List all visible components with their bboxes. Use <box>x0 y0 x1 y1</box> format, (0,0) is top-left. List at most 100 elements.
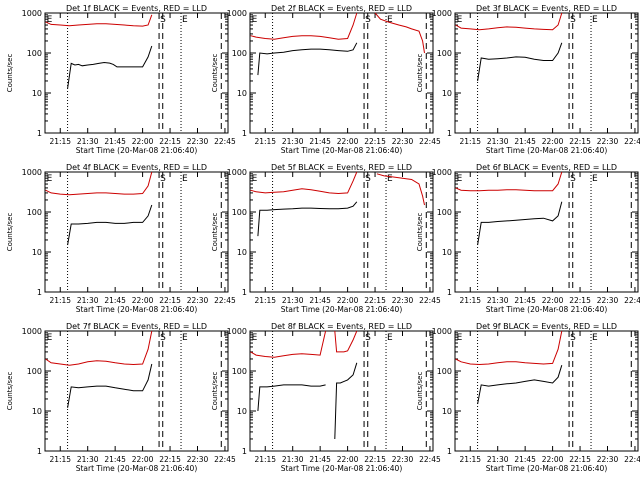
x-axis-label: Start Time (20-Mar-08 21:06:40) <box>281 146 403 155</box>
y-axis-label: Counts/sec <box>211 213 219 252</box>
event-marker-label: E <box>47 333 53 343</box>
x-tick-label: 22:30 <box>187 455 209 464</box>
event-marker-label: E <box>592 15 598 25</box>
panel-title: Det 8f BLACK = Events, RED = LLD <box>271 322 412 331</box>
events-series-line <box>67 363 153 408</box>
x-tick-label: 22:00 <box>337 137 359 146</box>
y-tick-label: 100 <box>232 49 247 58</box>
lld-series-line <box>334 330 358 353</box>
y-axis-label: Counts/sec <box>416 213 424 252</box>
x-tick-label: 21:15 <box>49 137 71 146</box>
y-tick-label: 1000 <box>22 168 42 177</box>
events-series-line <box>257 42 358 76</box>
y-axis-label: Counts/sec <box>211 372 219 411</box>
y-tick-label: 100 <box>232 208 247 217</box>
y-tick-label: 1000 <box>22 9 42 18</box>
x-tick-label: 22:45 <box>624 296 640 305</box>
y-axis-label: Counts/sec <box>6 372 14 411</box>
x-tick-label: 22:30 <box>597 137 619 146</box>
x-tick-label: 21:45 <box>309 455 331 464</box>
x-tick-label: 21:45 <box>104 296 126 305</box>
x-tick-label: 22:00 <box>132 455 154 464</box>
y-tick-label: 10 <box>442 248 452 257</box>
x-axis-label: Start Time (20-Mar-08 21:06:40) <box>281 305 403 314</box>
x-tick-label: 22:30 <box>187 137 209 146</box>
panel-title: Det 4f BLACK = Events, RED = LLD <box>66 163 207 172</box>
x-tick-label: 22:45 <box>214 296 236 305</box>
x-tick-label: 21:15 <box>49 296 71 305</box>
x-tick-label: 21:15 <box>459 137 481 146</box>
y-axis-label: Counts/sec <box>416 372 424 411</box>
x-tick-label: 21:30 <box>487 296 509 305</box>
x-tick-label: 22:00 <box>132 137 154 146</box>
y-tick-label: 100 <box>27 49 42 58</box>
y-tick-label: 10 <box>442 89 452 98</box>
y-axis-label: Counts/sec <box>416 54 424 93</box>
event-marker-label: S <box>365 174 371 184</box>
x-tick-label: 22:45 <box>419 455 441 464</box>
y-tick-label: 1 <box>242 129 247 138</box>
detector-panel: Det 4f BLACK = Events, RED = LLD Counts/s… <box>6 163 236 314</box>
x-tick-label: 21:15 <box>254 455 276 464</box>
plot-frame <box>44 12 229 134</box>
panel-title: Det 5f BLACK = Events, RED = LLD <box>271 163 412 172</box>
event-marker-label: E <box>592 333 598 343</box>
y-tick-label: 100 <box>437 208 452 217</box>
lld-series-line <box>455 171 563 192</box>
x-tick-label: 22:15 <box>569 137 591 146</box>
y-tick-label: 1 <box>242 288 247 297</box>
events-series-line <box>257 201 358 237</box>
x-axis-label: Start Time (20-Mar-08 21:06:40) <box>486 305 608 314</box>
x-tick-label: 21:30 <box>77 455 99 464</box>
events-series-line <box>477 365 563 405</box>
event-marker-label: S <box>570 174 576 184</box>
y-tick-label: 10 <box>32 248 42 257</box>
x-tick-label: 21:30 <box>282 455 304 464</box>
x-tick-label: 21:45 <box>514 455 536 464</box>
event-marker-label: E <box>252 333 258 343</box>
x-tick-label: 21:15 <box>254 296 276 305</box>
x-tick-label: 22:30 <box>392 296 414 305</box>
x-tick-label: 22:45 <box>419 137 441 146</box>
y-tick-label: 10 <box>237 248 247 257</box>
y-tick-label: 1000 <box>432 327 452 336</box>
x-axis-label: Start Time (20-Mar-08 21:06:40) <box>76 305 198 314</box>
lld-series-line <box>45 171 153 196</box>
x-axis-label: Start Time (20-Mar-08 21:06:40) <box>486 464 608 473</box>
x-tick-label: 21:45 <box>104 455 126 464</box>
x-tick-label: 22:15 <box>364 455 386 464</box>
panel-title: Det 9f BLACK = Events, RED = LLD <box>476 322 617 331</box>
x-tick-label: 21:30 <box>282 137 304 146</box>
plot-frame <box>454 171 639 293</box>
event-marker-label: E <box>182 15 188 25</box>
event-marker-label: E <box>457 15 463 25</box>
y-tick-label: 10 <box>32 407 42 416</box>
x-tick-label: 21:45 <box>309 137 331 146</box>
event-marker-label: E <box>387 333 393 343</box>
y-tick-label: 1000 <box>227 9 247 18</box>
plot-frame <box>249 171 434 293</box>
x-axis-label: Start Time (20-Mar-08 21:06:40) <box>486 146 608 155</box>
y-tick-label: 1000 <box>432 168 452 177</box>
y-axis-label: Counts/sec <box>211 54 219 93</box>
x-tick-label: 22:00 <box>542 137 564 146</box>
x-tick-label: 22:15 <box>364 296 386 305</box>
y-tick-label: 1000 <box>22 327 42 336</box>
lld-series-line <box>374 12 425 54</box>
detector-panel: Det 3f BLACK = Events, RED = LLD Counts/s… <box>416 4 640 155</box>
panel-title: Det 2f BLACK = Events, RED = LLD <box>271 4 412 13</box>
detector-panel: Det 7f BLACK = Events, RED = LLD Counts/s… <box>6 322 236 473</box>
x-tick-label: 22:45 <box>624 455 640 464</box>
event-marker-label: S <box>160 15 166 25</box>
lld-series-line <box>455 330 563 366</box>
y-tick-label: 1000 <box>227 327 247 336</box>
x-tick-label: 22:15 <box>569 455 591 464</box>
x-tick-label: 21:30 <box>282 296 304 305</box>
y-tick-label: 1 <box>37 129 42 138</box>
x-tick-label: 21:45 <box>309 296 331 305</box>
y-tick-label: 100 <box>27 208 42 217</box>
event-marker-label: E <box>592 174 598 184</box>
lld-series-line <box>455 12 563 31</box>
y-tick-label: 1 <box>242 447 247 456</box>
